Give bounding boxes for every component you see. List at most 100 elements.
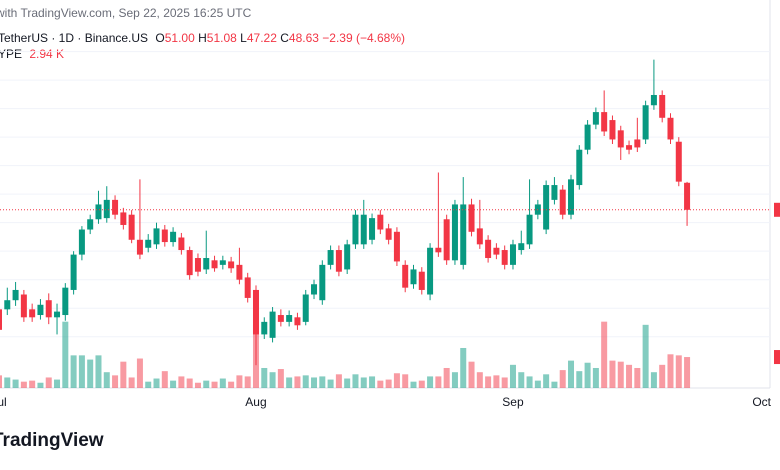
candle-body	[244, 277, 251, 298]
volume-bar	[54, 379, 61, 388]
volume-bar	[211, 381, 218, 388]
candle-body	[78, 229, 85, 255]
candle-body	[435, 247, 442, 253]
volume-bar	[311, 377, 318, 388]
volume-bar	[286, 377, 293, 388]
volume-bar	[551, 381, 558, 388]
candle-body	[128, 214, 135, 240]
volume-bar	[501, 377, 508, 388]
candle-body	[178, 237, 185, 251]
candle-body	[568, 179, 575, 215]
candle-body	[360, 214, 367, 245]
volume-bar	[385, 379, 392, 388]
change: −2.39 (−4.68%)	[322, 31, 405, 45]
volume-bar	[451, 372, 458, 388]
volume-bar	[650, 372, 657, 388]
volume-bar	[476, 372, 483, 388]
candle-body	[485, 239, 492, 259]
volume-bar	[435, 376, 442, 388]
volume-bar	[410, 381, 417, 388]
ohlc-value: 51.00	[165, 31, 195, 45]
volume-bar	[219, 378, 226, 388]
volume-bar	[236, 375, 243, 388]
candle-body	[626, 145, 633, 150]
candle-body	[551, 185, 558, 200]
candle-body	[327, 250, 334, 265]
candle-body	[543, 185, 550, 230]
candle-body	[509, 244, 516, 265]
ohlc-value: 47.22	[247, 31, 277, 45]
candle-body	[186, 250, 193, 276]
volume-bar	[37, 382, 44, 388]
volume-bar	[302, 375, 309, 388]
last-volume-tag	[774, 350, 780, 365]
candle-body	[410, 269, 417, 285]
candle-body	[418, 271, 425, 290]
candle-body	[70, 254, 77, 290]
candle-body	[311, 284, 318, 295]
candle-body	[335, 250, 342, 272]
volume-bar	[319, 376, 326, 388]
candle-body	[468, 204, 475, 232]
volume-bar	[675, 355, 682, 388]
volume-bar	[112, 375, 119, 388]
volume-bar	[87, 359, 94, 388]
candle-body	[369, 218, 376, 240]
volume-bar	[0, 375, 2, 388]
candle-body	[261, 321, 268, 335]
volume-bar	[277, 369, 284, 388]
volume-bar	[136, 358, 143, 388]
volume-bar	[402, 374, 409, 388]
candle-body	[120, 212, 127, 225]
candle-body	[476, 228, 483, 245]
candle-body	[642, 105, 649, 140]
volume-bar	[377, 380, 384, 388]
candle-body	[518, 243, 525, 251]
candle-body	[451, 204, 458, 261]
ohlc-label: L	[240, 31, 247, 45]
volume-bar	[335, 374, 342, 388]
symbol: TetherUS · 1D · Binance.US	[0, 31, 148, 45]
candle-body	[427, 247, 434, 295]
candle-body	[228, 261, 235, 269]
candle-body	[62, 287, 69, 316]
volume-bar	[261, 367, 268, 388]
volume-bar	[617, 361, 624, 388]
candle-body	[153, 228, 160, 245]
candle-body	[20, 294, 27, 318]
volume-bar	[62, 321, 69, 388]
candle-body	[667, 117, 674, 140]
candle-body	[617, 130, 624, 148]
candle-body	[601, 112, 608, 132]
volume-bar	[369, 376, 376, 388]
volume-bar	[584, 362, 591, 388]
last-price-tag	[774, 202, 780, 217]
symbol-legend: TetherUS · 1D · Binance.US O51.00 H51.08…	[0, 31, 405, 45]
volume-bar	[70, 355, 77, 388]
candle-body	[252, 289, 259, 335]
volume-bar	[161, 371, 168, 388]
candle-body	[501, 250, 508, 265]
volume-bar	[327, 379, 334, 388]
ohlc-label: O	[155, 31, 164, 45]
ohlc-value: 51.08	[207, 31, 237, 45]
volume-bar	[352, 374, 359, 388]
candle-body	[294, 317, 301, 326]
volume-bar	[634, 367, 641, 388]
candle-body	[344, 244, 351, 270]
volume-bar	[460, 347, 467, 388]
published-note: with TradingView.com, Sep 22, 2025 16:25…	[0, 6, 252, 20]
x-tick-label: Sep	[502, 395, 524, 409]
volume-bar	[626, 364, 633, 388]
volume-bar	[427, 376, 434, 388]
volume-bar	[20, 381, 27, 388]
ohlc-label: H	[198, 31, 207, 45]
volume-bar	[468, 361, 475, 388]
x-tick-label: Aug	[245, 395, 266, 409]
volume-bar	[95, 355, 102, 388]
volume-bar	[29, 380, 36, 388]
volume-bar	[568, 360, 575, 388]
volume-bar	[145, 381, 152, 388]
candle-body	[170, 231, 177, 243]
